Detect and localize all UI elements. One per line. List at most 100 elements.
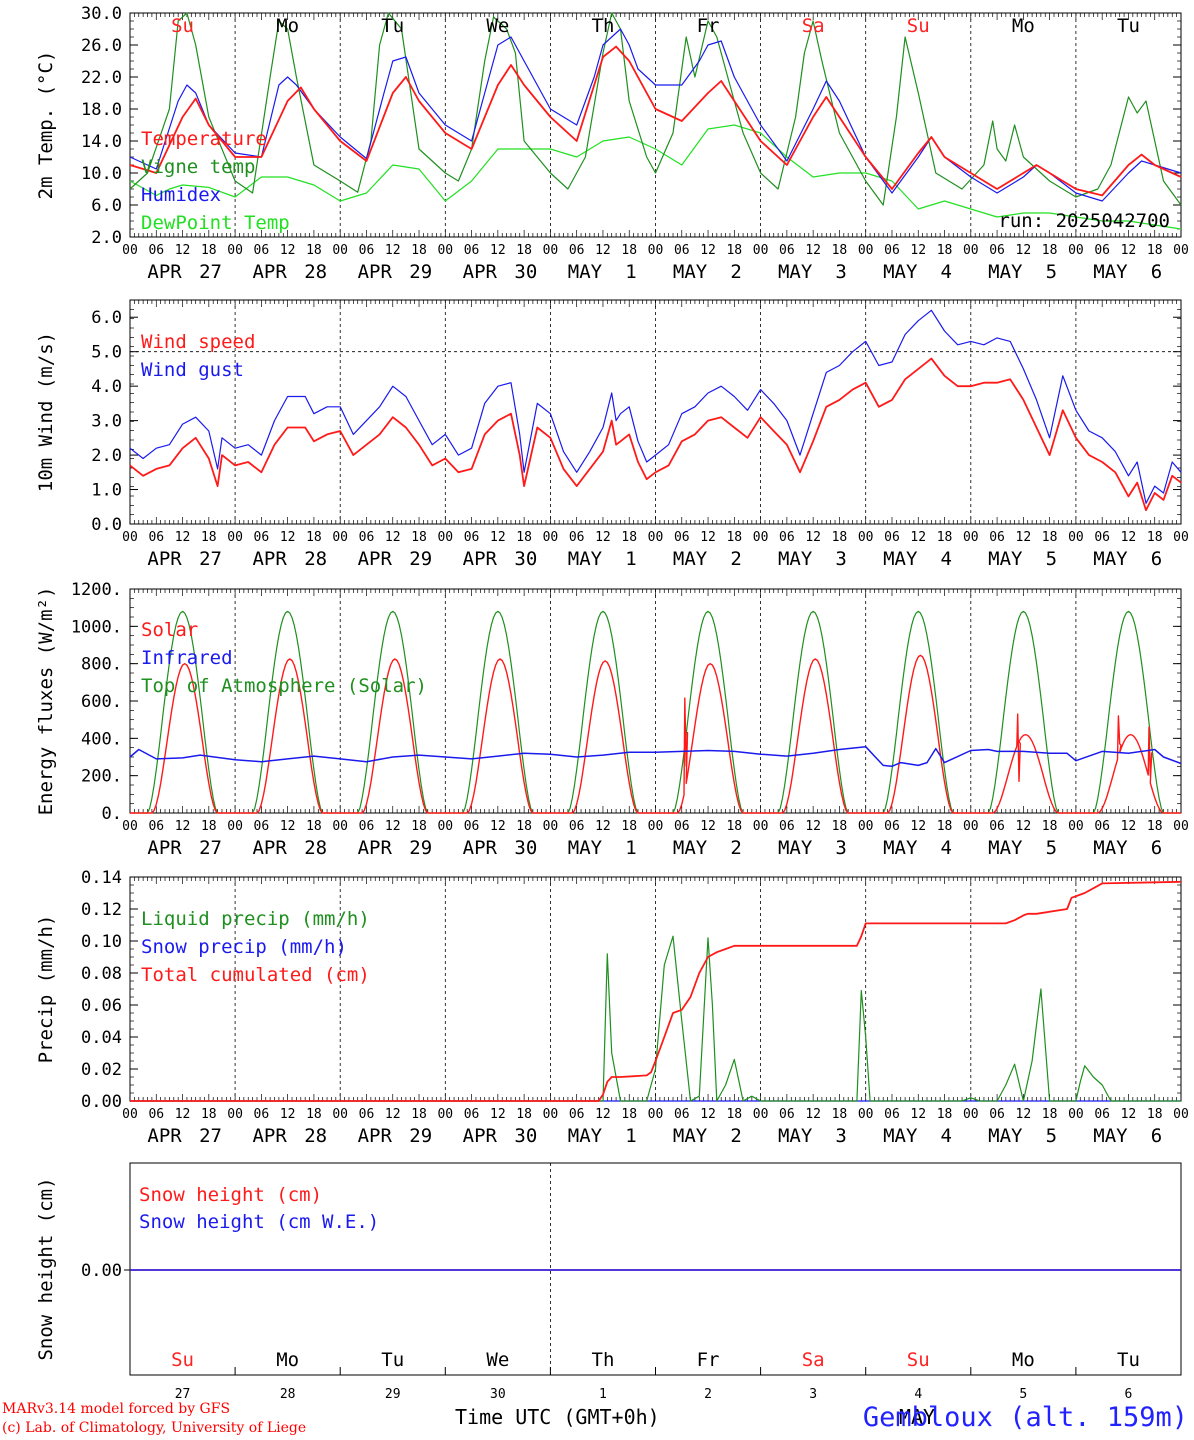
- hour-label: 06: [464, 819, 480, 834]
- date-day-label: 2: [730, 837, 741, 859]
- hour-label: 18: [516, 1107, 532, 1122]
- hour-label: 18: [201, 1107, 217, 1122]
- date-day-label: 6: [1151, 261, 1162, 283]
- hour-label: 06: [1094, 819, 1110, 834]
- hour-label: 18: [1147, 819, 1163, 834]
- hour-label: 06: [569, 243, 585, 258]
- y-tick-label: 1200.: [71, 580, 122, 600]
- hour-label: 06: [674, 530, 690, 545]
- hour-label: 12: [1016, 243, 1032, 258]
- panel-2: [129, 299, 1182, 525]
- date-day-label: 27: [199, 1125, 222, 1147]
- hour-label: 18: [937, 530, 953, 545]
- y-tick-label: 600.: [81, 692, 122, 712]
- hour-label: 12: [175, 530, 191, 545]
- legend-snow-height-cm-w-e-: Snow height (cm W.E.): [139, 1211, 379, 1233]
- day-number-label: 6: [1125, 1387, 1133, 1402]
- legend-liquid-precip-mm-h-: Liquid precip (mm/h): [141, 908, 370, 930]
- legend-infrared: Infrared: [141, 647, 233, 669]
- weekday-label: We: [486, 15, 509, 37]
- series-solar: [130, 654, 1181, 814]
- hour-label: 18: [201, 243, 217, 258]
- weekday-label: We: [486, 1349, 509, 1371]
- legend-snow-precip-mm-h-: Snow precip (mm/h): [141, 936, 347, 958]
- y-tick-label: 6.0: [91, 196, 122, 216]
- hour-label: 12: [910, 530, 926, 545]
- day-number-label: 1: [599, 1387, 607, 1402]
- date-day-label: 1: [625, 261, 636, 283]
- y-tick-label: 22.0: [81, 68, 122, 88]
- hour-label: 18: [516, 530, 532, 545]
- hour-label: 06: [148, 1107, 164, 1122]
- hour-label: 18: [937, 1107, 953, 1122]
- hour-label: 00: [227, 243, 243, 258]
- hour-label: 00: [332, 243, 348, 258]
- hour-label: 18: [1147, 530, 1163, 545]
- date-month-label: APR: [463, 837, 498, 859]
- legend-solar: Solar: [141, 619, 198, 641]
- hour-label: 12: [280, 243, 296, 258]
- date-day-label: 29: [409, 1125, 432, 1147]
- hour-label: 06: [1094, 530, 1110, 545]
- series-humidex: [129, 28, 1182, 202]
- hour-label: 00: [858, 819, 874, 834]
- hour-label: 00: [648, 1107, 664, 1122]
- hour-label: 12: [280, 530, 296, 545]
- date-month-label: MAY: [883, 1125, 918, 1147]
- date-month-label: APR: [147, 261, 182, 283]
- date-month-label: MAY: [883, 261, 918, 283]
- hour-label: 18: [516, 243, 532, 258]
- date-day-label: 30: [514, 1125, 537, 1147]
- date-month-label: MAY: [568, 261, 603, 283]
- hour-label: 06: [989, 1107, 1005, 1122]
- hour-label: 00: [1068, 243, 1084, 258]
- weekday-label: Sa: [802, 15, 825, 37]
- panel-frame: [129, 12, 1182, 238]
- date-day-label: 4: [941, 1125, 952, 1147]
- y-tick-label: 0.06: [81, 996, 122, 1016]
- y-tick-label: 3.0: [91, 412, 122, 432]
- hour-label: 12: [805, 243, 821, 258]
- hour-label: 06: [254, 819, 270, 834]
- hour-label: 12: [595, 243, 611, 258]
- hour-label: 12: [805, 1107, 821, 1122]
- hour-label: 06: [254, 243, 270, 258]
- date-month-label: MAY: [1093, 261, 1128, 283]
- run-label: run: 2025042700: [998, 210, 1170, 232]
- weekday-label: Su: [907, 1349, 930, 1371]
- date-month-label: MAY: [778, 261, 813, 283]
- date-month-label: MAY: [883, 837, 918, 859]
- hour-label: 06: [148, 243, 164, 258]
- hour-label: 06: [464, 1107, 480, 1122]
- hour-label: 00: [543, 530, 559, 545]
- hour-label: 00: [437, 530, 453, 545]
- hour-label: 00: [858, 1107, 874, 1122]
- hour-label: 12: [385, 243, 401, 258]
- date-month-label: MAY: [988, 548, 1023, 570]
- hour-label: 12: [910, 243, 926, 258]
- hour-label: 18: [726, 243, 742, 258]
- y-tick-label: 0.00: [81, 1261, 122, 1281]
- date-month-label: MAY: [778, 1125, 813, 1147]
- hour-label: 12: [175, 819, 191, 834]
- hour-label: 00: [753, 243, 769, 258]
- hour-label: 00: [122, 819, 138, 834]
- hour-label: 00: [1173, 530, 1189, 545]
- hour-label: 18: [726, 530, 742, 545]
- hour-label: 06: [779, 819, 795, 834]
- panel-1: [129, 12, 1182, 238]
- hour-label: 00: [227, 819, 243, 834]
- date-day-label: 30: [514, 837, 537, 859]
- legend-temperature: Temperature: [141, 128, 267, 150]
- hour-label: 18: [411, 819, 427, 834]
- y-tick-label: 400.: [81, 729, 122, 749]
- hour-label: 12: [385, 1107, 401, 1122]
- date-day-label: 1: [625, 1125, 636, 1147]
- weekday-label: Mo: [1012, 15, 1035, 37]
- hour-label: 12: [595, 819, 611, 834]
- date-day-label: 3: [835, 261, 846, 283]
- hour-label: 12: [385, 819, 401, 834]
- date-month-label: APR: [147, 548, 182, 570]
- y-tick-label: 30.0: [81, 4, 122, 24]
